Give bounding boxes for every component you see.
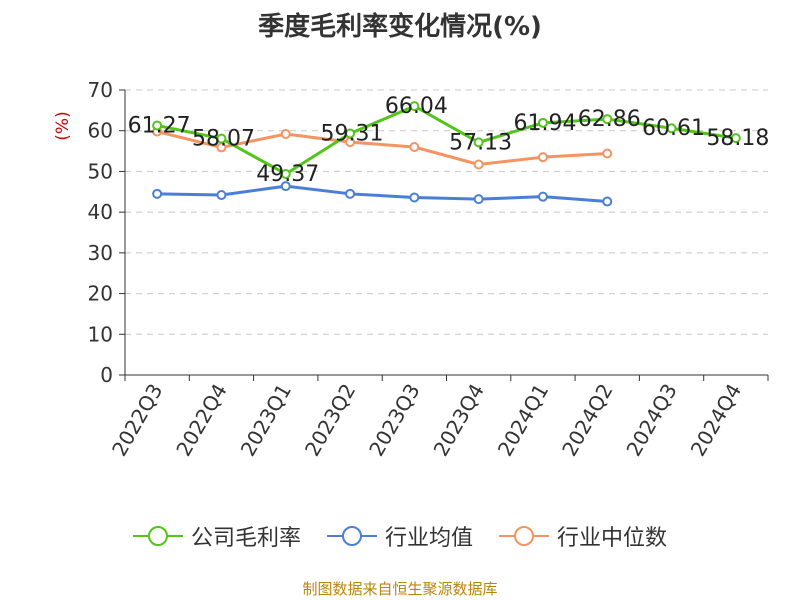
data-point-2 (473, 159, 484, 170)
y-tick-label: 20 (88, 282, 113, 306)
data-point-0 (730, 133, 741, 144)
x-tick-label: 2022Q4 (171, 380, 231, 461)
x-tick-label: 2024Q2 (557, 380, 617, 461)
legend-label-industry-median: 行业中位数 (557, 526, 668, 551)
y-tick-label: 0 (100, 363, 113, 387)
data-point-1 (602, 196, 613, 207)
data-point-0 (345, 128, 356, 139)
data-point-0 (409, 101, 420, 112)
y-tick-label: 70 (88, 78, 113, 102)
data-label: 57.13 (449, 130, 512, 155)
data-label: 61.94 (513, 111, 576, 136)
data-point-1 (409, 192, 420, 203)
data-point-0 (280, 168, 291, 179)
data-label: 49.37 (256, 162, 319, 187)
legend-item-industry-median[interactable]: 行业中位数 (499, 520, 667, 552)
legend-item-company[interactable]: 公司毛利率 (132, 520, 301, 552)
x-tick-label: 2024Q4 (686, 380, 746, 461)
data-point-1 (280, 181, 291, 192)
y-tick-label: 30 (88, 241, 113, 265)
y-tick-label: 10 (88, 322, 113, 346)
data-label: 61.27 (128, 114, 191, 139)
data-point-1 (345, 188, 356, 199)
data-point-2 (537, 152, 548, 163)
chart-title: 季度毛利率变化情况(%) (258, 12, 542, 42)
data-point-0 (216, 133, 227, 144)
x-tick-label: 2024Q1 (493, 380, 553, 461)
data-point-0 (473, 137, 484, 148)
y-axis-label: (%) (53, 111, 73, 140)
x-tick-label: 2023Q4 (429, 380, 489, 461)
data-point-0 (152, 120, 163, 131)
legend-swatch-industry-median (499, 526, 549, 546)
series-line-0 (156, 104, 737, 176)
legend-label-company: 公司毛利率 (190, 526, 301, 551)
legend-swatch-company (132, 526, 183, 546)
data-point-1 (473, 194, 484, 205)
data-label: 62.86 (578, 107, 641, 132)
data-label: 59.31 (321, 122, 384, 147)
data-label: 66.04 (385, 94, 448, 119)
data-label: 60.61 (642, 116, 705, 141)
x-tick-label: 2022Q3 (107, 380, 167, 461)
data-point-0 (666, 123, 677, 134)
source-note: 制图数据来自恒生聚源数据库 (302, 580, 498, 598)
series-line-1 (157, 184, 608, 204)
data-point-2 (409, 142, 420, 152)
x-tick-label: 2024Q3 (621, 380, 681, 461)
data-label: 58.07 (192, 127, 255, 152)
data-point-0 (602, 114, 613, 125)
data-point-2 (602, 148, 613, 159)
x-tick-label: 2023Q1 (236, 380, 296, 461)
data-point-0 (537, 117, 548, 128)
y-tick-label: 50 (88, 159, 113, 183)
legend-swatch-industry-mean (326, 526, 377, 546)
y-tick-label: 40 (88, 200, 113, 224)
data-point-1 (152, 188, 163, 199)
x-tick-label: 2023Q2 (300, 380, 360, 461)
legend-label-industry-mean: 行业均值 (384, 526, 473, 551)
legend-item-industry-mean[interactable]: 行业均值 (326, 520, 473, 552)
x-tick-label: 2023Q3 (364, 380, 424, 461)
data-point-1 (216, 190, 227, 201)
data-point-2 (280, 128, 291, 139)
y-tick-label: 60 (88, 119, 113, 143)
data-point-1 (537, 191, 548, 202)
chart-legend: 公司毛利率 行业均值 行业中位数 (0, 520, 800, 552)
data-label: 58.18 (706, 126, 769, 151)
